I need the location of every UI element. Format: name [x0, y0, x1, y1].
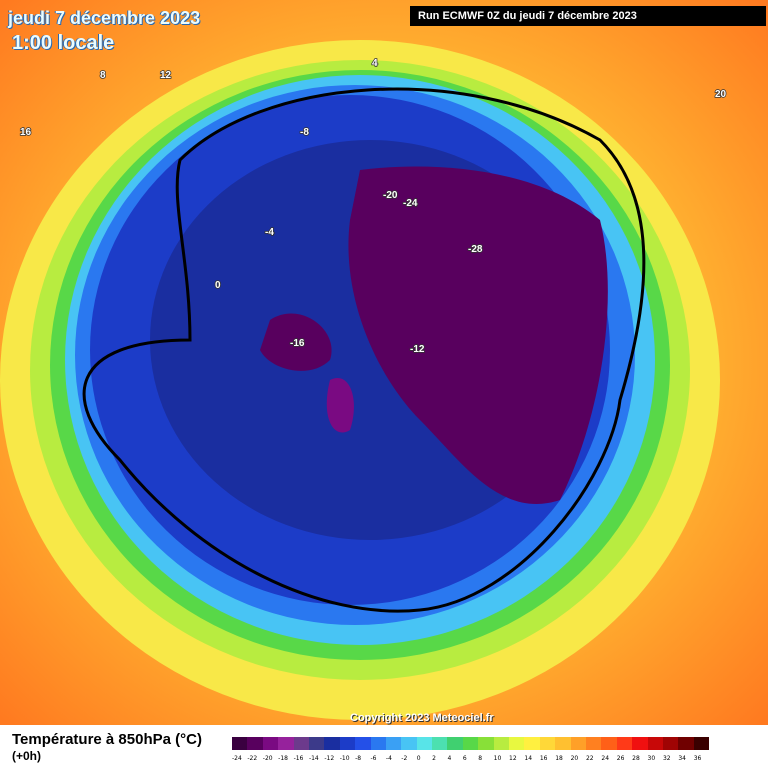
run-info-banner: Run ECMWF 0Z du jeudi 7 décembre 2023 — [410, 6, 766, 26]
label-minus24: -24 — [403, 198, 418, 209]
legend-tick: 34 — [678, 755, 686, 762]
legend-tick: -10 — [339, 755, 350, 762]
variable-label: Température à 850hPa (°C) — [12, 731, 202, 748]
legend-tick: 18 — [555, 755, 563, 762]
legend-tick: -6 — [370, 755, 377, 762]
label-minus16: -16 — [290, 338, 305, 349]
legend-tick: 30 — [647, 755, 656, 762]
legend-tick: 14 — [524, 755, 533, 762]
legend-swatch — [678, 737, 694, 750]
legend-swatch — [416, 737, 433, 750]
legend-tick: 26 — [616, 755, 625, 762]
legend-swatch — [662, 737, 679, 750]
legend-swatch — [293, 737, 309, 750]
legend-swatch — [601, 737, 617, 750]
legend-swatch — [570, 737, 586, 750]
legend-tick: -16 — [293, 755, 304, 762]
legend-tick: 24 — [601, 755, 610, 762]
legend-swatch — [509, 737, 525, 750]
footer-bar: Température à 850hPa (°C) (+0h) -24 -22 -2… — [0, 725, 768, 768]
legend-swatch — [432, 737, 448, 750]
legend-swatch — [232, 737, 248, 750]
label-minus20: -20 — [383, 190, 398, 201]
label-4: 4 — [372, 58, 378, 69]
time-title: 1:00 locale — [12, 32, 115, 54]
legend-swatch — [647, 737, 663, 750]
label-8: 8 — [100, 70, 106, 81]
legend-tick: -22 — [247, 755, 258, 762]
legend-tick: 32 — [662, 755, 671, 762]
legend-tick: 12 — [509, 755, 517, 762]
legend-swatch — [539, 737, 556, 750]
legend-swatch — [247, 737, 263, 750]
legend-tick: 2 — [432, 755, 436, 762]
legend-tick: -4 — [385, 755, 392, 762]
legend-swatch — [478, 737, 494, 750]
legend-tick: -18 — [278, 755, 288, 762]
label-minus28: -28 — [468, 244, 483, 255]
date-title: jeudi 7 décembre 2023 — [8, 8, 201, 28]
legend-swatch — [632, 737, 648, 750]
cold-core-canada — [260, 313, 332, 371]
legend-tick: 10 — [493, 755, 502, 762]
label-0: 0 — [215, 280, 221, 291]
color-legend — [232, 737, 710, 751]
zero-isotherm — [82, 87, 646, 613]
legend-swatch — [370, 737, 386, 750]
legend-swatch — [693, 737, 710, 750]
legend-swatch — [585, 737, 602, 750]
label-minus8: -8 — [300, 127, 309, 138]
legend-swatch — [278, 737, 294, 750]
legend-tick: 36 — [693, 755, 702, 762]
legend-tick: -20 — [262, 755, 273, 762]
legend-swatch — [385, 737, 402, 750]
legend-swatch — [262, 737, 279, 750]
legend-swatch — [401, 737, 417, 750]
legend-tick: -24 — [232, 755, 242, 762]
label-20: 20 — [715, 89, 727, 100]
legend-swatch — [462, 737, 479, 750]
legend-tick: -14 — [308, 755, 319, 762]
legend-tick: 28 — [632, 755, 640, 762]
legend-swatch — [355, 737, 371, 750]
label-12: 12 — [160, 70, 172, 81]
legend-tick: -12 — [324, 755, 335, 762]
legend-swatch — [339, 737, 356, 750]
legend-tick: 22 — [585, 755, 594, 762]
legend-swatch — [308, 737, 325, 750]
legend-tick: 8 — [478, 755, 483, 762]
label-minus4: -4 — [265, 227, 274, 238]
map-labels: 16 8 12 4 0 -4 -8 -12 -16 -20 -24 -28 20 — [19, 57, 727, 356]
legend-tick: 4 — [447, 755, 452, 762]
legend-tick: 0 — [416, 755, 421, 762]
legend-tick: 6 — [462, 755, 467, 762]
label-16: 16 — [20, 127, 32, 138]
legend-swatch — [324, 737, 340, 750]
legend-swatch — [447, 737, 463, 750]
forecast-offset: (+0h) — [12, 749, 42, 763]
legend-ticks: -24 -22 -20 -18 -16 -14 -12 -10 -8 -6 -4 -2 0 2 4 6 8 10 1… — [232, 755, 709, 762]
copyright: Copyright 2023 Meteociel.fr — [350, 712, 494, 724]
legend-swatch — [555, 737, 571, 750]
legend-tick: -2 — [401, 755, 408, 762]
legend-tick: 20 — [570, 755, 579, 762]
cold-core-siberia — [348, 166, 608, 504]
legend-tick: -8 — [355, 755, 362, 762]
legend-swatch — [616, 737, 633, 750]
cold-core-greenland — [326, 378, 354, 433]
temperature-map: 16 8 12 4 0 -4 -8 -12 -16 -20 -24 -28 20 — [0, 0, 768, 725]
legend-swatch — [493, 737, 510, 750]
legend-tick: 16 — [539, 755, 548, 762]
legend-swatch — [524, 737, 540, 750]
label-minus12: -12 — [410, 344, 425, 355]
